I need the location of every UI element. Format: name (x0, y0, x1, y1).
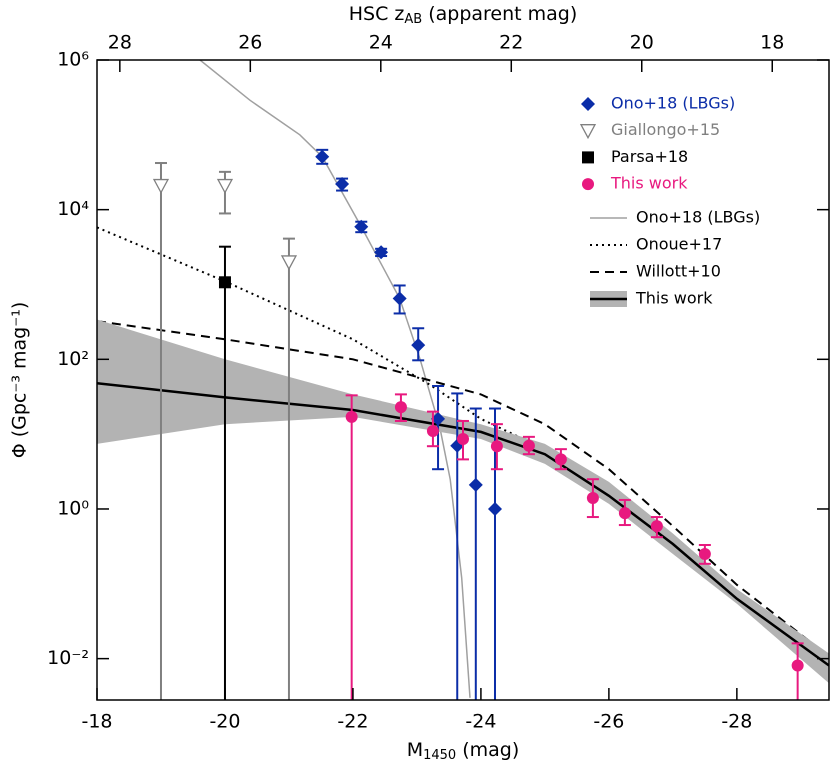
legend-label: Willott+10 (636, 262, 721, 281)
marker-triangle (579, 124, 597, 140)
marker-circle (345, 410, 358, 423)
marker-circle (586, 492, 599, 505)
legend-label: Ono+18 (LBGs) (636, 208, 760, 227)
marker-diamond (487, 501, 502, 516)
y-tick-label: 10⁰ (57, 497, 89, 519)
x2-tick-label: 24 (369, 32, 393, 54)
x2-label-main: HSC z (349, 3, 405, 25)
legend-label: Onoue+17 (636, 235, 722, 254)
plot-area (97, 60, 829, 700)
x2-label-rest: (apparent mag) (422, 3, 577, 25)
marker-circle (394, 401, 407, 414)
legend-label: Ono+18 (LBGs) (611, 94, 735, 113)
marker-circle (698, 548, 711, 561)
x-tick-label: -22 (337, 711, 368, 733)
marker-circle (457, 433, 469, 446)
y-tick-label: 10⁴ (57, 198, 89, 220)
x-label-sub: 1450 (423, 748, 456, 763)
x2-tick-label: 20 (630, 32, 654, 54)
marker-diamond (374, 245, 389, 260)
model-line (97, 381, 829, 667)
marker-diamond (315, 149, 330, 164)
marker-diamond (335, 177, 350, 192)
y-tick-label: 10⁶ (57, 49, 89, 71)
x-label-main: M (407, 739, 423, 761)
x-tick-label: -20 (209, 711, 240, 733)
marker-diamond (392, 291, 407, 306)
x2-tick-label: 26 (238, 32, 262, 54)
legend-label: Giallongo+15 (611, 120, 720, 139)
marker-diamond (411, 338, 426, 353)
confidence-band (97, 319, 829, 684)
marker-triangle (216, 178, 234, 194)
marker-circle (522, 439, 535, 452)
marker-circle (426, 425, 439, 438)
marker-circle (791, 659, 804, 672)
x-tick-label: -24 (465, 711, 496, 733)
y-axis-label: Φ (Gpc⁻³ mag⁻¹) (9, 302, 31, 459)
x2-label-sub: AB (404, 12, 422, 27)
x-tick-label: -26 (593, 711, 624, 733)
marker-circle (554, 453, 567, 466)
legend-label: This work (610, 174, 688, 193)
marker-diamond (354, 219, 369, 234)
x2-tick-label: 28 (108, 32, 132, 54)
y-tick-label: 10² (57, 348, 89, 370)
legend-label: Parsa+18 (611, 147, 688, 166)
marker-triangle (280, 255, 298, 271)
x-label-rest: (mag) (456, 739, 519, 761)
x2-tick-label: 22 (499, 32, 523, 54)
marker-diamond (431, 411, 446, 426)
marker-circle (490, 440, 503, 453)
model-line (97, 320, 829, 658)
x2-tick-label: 18 (760, 32, 784, 54)
legend-label: This work (635, 289, 713, 308)
marker-circle (618, 507, 631, 520)
x-axis-label: M1450 (mag) (407, 739, 520, 763)
marker-square (218, 276, 231, 289)
marker-circle (650, 520, 663, 533)
x-tick-label: -28 (721, 711, 752, 733)
plot-frame (96, 59, 830, 701)
marker-square (582, 151, 594, 164)
marker-triangle (152, 178, 170, 194)
x2-axis-label: HSC zAB (apparent mag) (349, 3, 578, 27)
marker-diamond (581, 97, 595, 111)
marker-circle (582, 178, 594, 191)
x-tick-label: -18 (81, 711, 112, 733)
y-tick-label: 10⁻² (47, 647, 89, 669)
marker-diamond (468, 477, 483, 492)
